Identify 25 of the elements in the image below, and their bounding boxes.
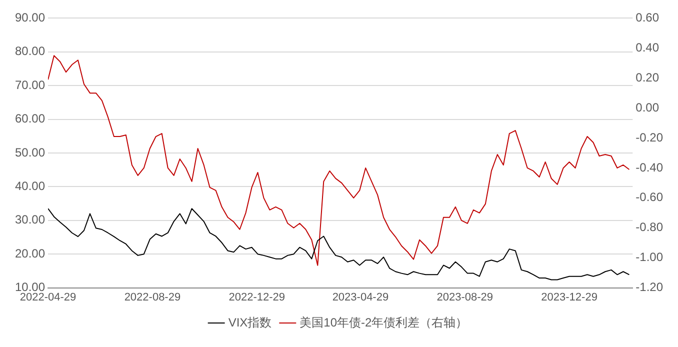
y-tick-label: 50.00 (15, 145, 46, 160)
y2-tick-label: 0.40 (636, 40, 660, 54)
y-tick-label: 20.00 (15, 246, 46, 260)
y-tick-label: 60.00 (15, 112, 46, 126)
x-tick-label: 2022-08-29 (124, 291, 181, 304)
y2-tick-label: 0.60 (636, 10, 660, 25)
legend-label: 美国10年债-2年债利差（右轴） (300, 315, 468, 330)
y2-tick-label: -1.00 (636, 250, 664, 264)
y2-tick-label: -0.80 (636, 220, 664, 234)
y-tick-label: 80.00 (15, 44, 46, 58)
x-tick-label: 2023-04-29 (332, 291, 389, 304)
x-tick-label: 2023-08-29 (436, 291, 494, 304)
y-tick-label: 70.00 (15, 78, 46, 92)
y-tick-label: 90.00 (15, 10, 46, 25)
y2-tick-label: -1.20 (636, 280, 664, 294)
y2-tick-label: -0.40 (636, 160, 664, 174)
y2-tick-label: -0.20 (636, 130, 664, 144)
x-tick-label: 2023-12-29 (541, 291, 598, 304)
x-tick-label: 2022-12-29 (228, 291, 286, 304)
y2-tick-label: -0.60 (636, 190, 664, 204)
y2-tick-label: 0.20 (636, 70, 660, 84)
y2-tick-label: 0.00 (636, 100, 660, 114)
y-tick-label: 30.00 (15, 212, 46, 227)
legend-label: VIX指数 (228, 315, 272, 330)
y-tick-label: 40.00 (15, 179, 46, 194)
